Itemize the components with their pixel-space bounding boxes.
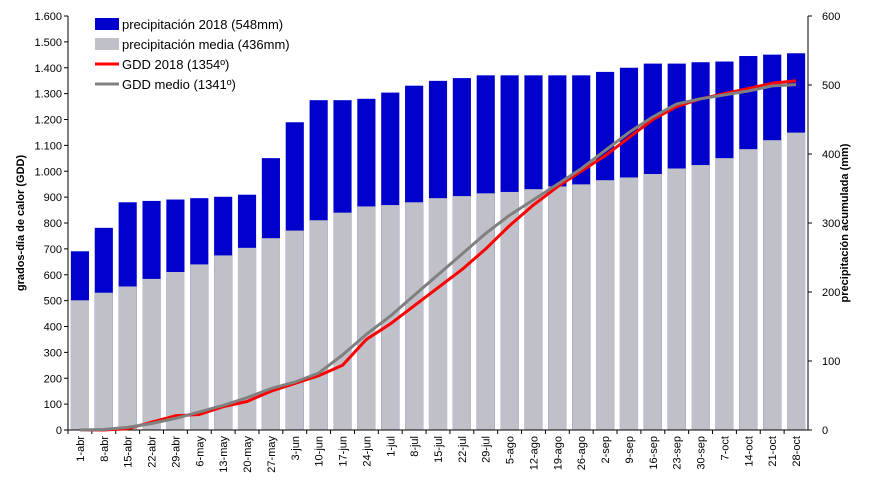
x-tick-label: 17-jun xyxy=(338,436,350,467)
y2-tick-label: 300 xyxy=(822,218,840,230)
x-tick-label: 13-may xyxy=(218,436,230,473)
bar xyxy=(70,300,90,430)
x-tick-label: 24-jun xyxy=(361,436,373,467)
y-tick-label: 800 xyxy=(44,218,62,230)
x-tick-label: 20-may xyxy=(242,436,254,473)
bar xyxy=(572,184,591,430)
y-tick-label: 0 xyxy=(56,425,62,437)
x-tick-label: 22-jul xyxy=(457,436,469,463)
x-tick-label: 8-abr xyxy=(99,436,111,462)
y-tick-label: 500 xyxy=(44,296,62,308)
y2-axis-label: precipitación acumulada (mm) xyxy=(839,143,851,302)
y-tick-label: 100 xyxy=(44,399,62,411)
x-tick-label: 19-ago xyxy=(552,436,564,470)
x-tick-label: 16-sep xyxy=(648,436,660,470)
bar xyxy=(667,168,686,431)
legend: precipitación 2018 (548mm) precipitación … xyxy=(95,17,290,92)
y-tick-label: 400 xyxy=(44,322,62,334)
bar xyxy=(548,186,567,430)
bar xyxy=(118,286,137,430)
y-tick-label: 700 xyxy=(44,244,62,256)
bar xyxy=(763,140,782,430)
x-tick-label: 1-jul xyxy=(385,436,397,457)
x-tick-label: 9-sep xyxy=(624,436,636,464)
bar xyxy=(166,271,185,430)
x-tick-label: 14-oct xyxy=(743,436,755,467)
bar xyxy=(285,230,304,430)
x-tick-label: 29-abr xyxy=(170,436,182,468)
bar xyxy=(309,220,328,430)
y-axis-label: grados-día de calor (GDD) xyxy=(15,155,27,292)
line-series xyxy=(79,83,797,432)
bar xyxy=(190,264,209,430)
bar xyxy=(715,158,734,430)
x-tick-label: 27-may xyxy=(266,436,278,473)
y2-tick-label: 600 xyxy=(822,11,840,23)
y2-tick-label: 0 xyxy=(822,425,828,437)
x-tick-label: 8-jul xyxy=(409,436,421,457)
bar xyxy=(452,196,471,430)
x-tick-label: 1-abr xyxy=(75,436,87,462)
bar xyxy=(524,189,543,430)
bar xyxy=(357,206,376,430)
bar xyxy=(214,255,233,430)
y-tick-label: 1.000 xyxy=(34,166,62,178)
x-tick-label: 6-may xyxy=(194,436,206,467)
bar xyxy=(333,212,352,430)
bar xyxy=(405,202,424,430)
legend-label: GDD medio (1341º) xyxy=(122,77,236,92)
x-tick-label: 10-jun xyxy=(314,436,326,467)
bar xyxy=(691,165,710,431)
y-tick-label: 300 xyxy=(44,347,62,359)
bar xyxy=(643,174,662,430)
x-tick-label: 21-oct xyxy=(767,436,779,467)
y-tick-label: 900 xyxy=(44,192,62,204)
x-tick-label: 12-ago xyxy=(528,436,540,470)
y-tick-label: 200 xyxy=(44,373,62,385)
y-tick-label: 1.500 xyxy=(34,37,62,49)
x-tick-label: 29-jul xyxy=(481,436,493,463)
legend-label: GDD 2018 (1354º) xyxy=(122,57,229,72)
x-tick-label: 15-abr xyxy=(123,436,135,468)
y-tick-label: 1.300 xyxy=(34,89,62,101)
legend-swatch xyxy=(95,18,119,30)
bar xyxy=(596,180,615,430)
y2-tick-label: 100 xyxy=(822,356,840,368)
legend-label: precipitación media (436mm) xyxy=(122,37,290,52)
bar xyxy=(500,191,519,430)
x-tick-label: 7-oct xyxy=(719,436,731,460)
x-tick-label: 3-jun xyxy=(290,436,302,460)
x-tick-label: 22-abr xyxy=(147,436,159,468)
bar xyxy=(786,132,806,431)
x-tick-label: 15-jul xyxy=(433,436,445,463)
y-tick-label: 1.400 xyxy=(34,63,62,75)
bar xyxy=(261,238,280,430)
line-series xyxy=(79,79,797,432)
legend-swatch xyxy=(95,38,119,50)
y-tick-label: 1.600 xyxy=(34,11,62,23)
bar xyxy=(428,198,448,430)
bar xyxy=(237,247,257,430)
y2-tick-label: 200 xyxy=(822,287,840,299)
bar xyxy=(739,149,758,431)
y-tick-label: 1.200 xyxy=(34,115,62,127)
x-tick-label: 28-oct xyxy=(791,436,803,467)
y-tick-label: 600 xyxy=(44,270,62,282)
x-tick-label: 2-sep xyxy=(600,436,612,464)
x-tick-label: 30-sep xyxy=(696,436,708,470)
bar xyxy=(94,292,113,430)
x-tick-label: 5-ago xyxy=(505,436,517,464)
y2-tick-label: 400 xyxy=(822,149,840,161)
bar xyxy=(619,177,639,430)
legend-label: precipitación 2018 (548mm) xyxy=(122,17,283,32)
y2-tick-label: 500 xyxy=(822,80,840,92)
y-tick-label: 1.100 xyxy=(34,140,62,152)
x-tick-label: 23-sep xyxy=(672,436,684,470)
x-tick-label: 26-ago xyxy=(576,436,588,470)
bar xyxy=(142,278,161,430)
